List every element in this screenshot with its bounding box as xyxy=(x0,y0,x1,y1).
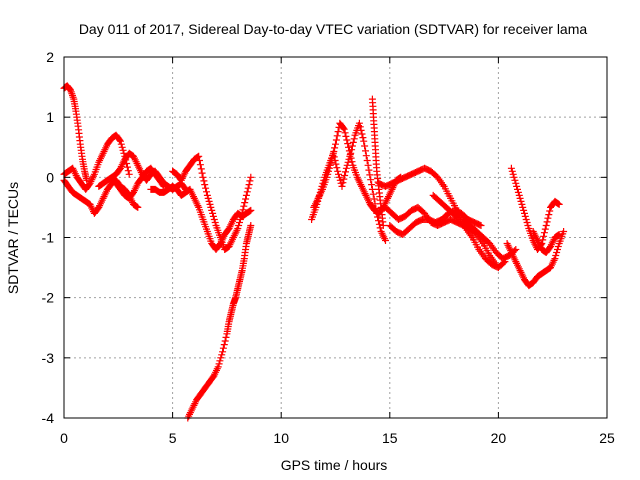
data-point-markers xyxy=(529,228,563,256)
series-sat-track-15 xyxy=(429,191,509,272)
x-tick-label: 20 xyxy=(491,430,507,446)
series-sat-track-7 xyxy=(169,152,255,253)
series-sat-track-6 xyxy=(147,182,255,253)
y-tick-label: 0 xyxy=(46,169,54,185)
x-tick-label: 5 xyxy=(169,430,177,446)
data-point-markers xyxy=(169,152,255,253)
x-tick-label: 25 xyxy=(599,430,615,446)
y-axis-label: SDTVAR / TECUs xyxy=(5,182,21,294)
y-tick-label: -1 xyxy=(42,230,55,246)
y-tick-label: 1 xyxy=(46,109,54,125)
data-point-markers xyxy=(147,182,255,253)
series-sat-track-17 xyxy=(503,228,568,290)
y-tick-label: -4 xyxy=(42,410,55,426)
y-tick-label: -3 xyxy=(42,350,55,366)
data-point-markers xyxy=(429,191,509,272)
chart-title: Day 011 of 2017, Sidereal Day-to-day VTE… xyxy=(79,21,588,37)
x-tick-label: 15 xyxy=(382,430,398,446)
data-layer xyxy=(60,82,568,422)
series-sat-track-18 xyxy=(529,228,563,256)
x-tick-label: 0 xyxy=(60,430,68,446)
y-tick-label: -2 xyxy=(42,290,55,306)
data-point-markers xyxy=(503,228,568,290)
series-sat-track-5 xyxy=(112,164,168,202)
x-tick-label: 10 xyxy=(273,430,289,446)
y-tick-label: 2 xyxy=(46,49,54,65)
x-axis-label: GPS time / hours xyxy=(281,457,388,473)
data-point-markers xyxy=(112,164,168,202)
tick-layer: 0 5 10 15 20 25 -4 -3 -2 -1 0 1 2 xyxy=(42,49,615,446)
